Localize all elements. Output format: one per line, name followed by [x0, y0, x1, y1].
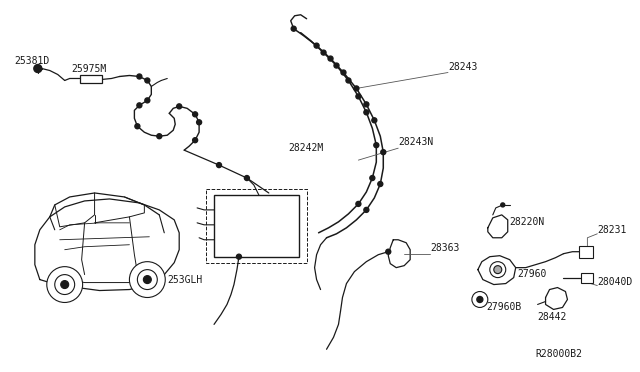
Circle shape	[378, 182, 383, 186]
FancyBboxPatch shape	[581, 273, 593, 283]
Text: 28231: 28231	[597, 225, 627, 235]
Circle shape	[356, 94, 361, 99]
Text: R28000B2: R28000B2	[536, 349, 582, 359]
Circle shape	[236, 254, 241, 259]
Circle shape	[364, 110, 369, 115]
Circle shape	[334, 63, 339, 68]
Text: 253GLH: 253GLH	[167, 275, 202, 285]
Circle shape	[34, 65, 42, 73]
Circle shape	[244, 176, 250, 180]
Circle shape	[196, 120, 202, 125]
Circle shape	[356, 201, 361, 206]
Circle shape	[145, 78, 150, 83]
Circle shape	[364, 102, 369, 107]
Circle shape	[500, 203, 505, 207]
Circle shape	[364, 208, 369, 212]
Circle shape	[145, 98, 150, 103]
Circle shape	[61, 280, 68, 289]
Circle shape	[216, 163, 221, 167]
FancyBboxPatch shape	[579, 246, 593, 258]
Circle shape	[314, 43, 319, 48]
Text: 25975M: 25975M	[72, 64, 107, 74]
FancyBboxPatch shape	[79, 76, 102, 83]
Circle shape	[138, 270, 157, 289]
Circle shape	[177, 104, 182, 109]
Circle shape	[193, 112, 198, 117]
Circle shape	[137, 103, 142, 108]
Circle shape	[477, 296, 483, 302]
Text: 25381D: 25381D	[14, 55, 49, 65]
Circle shape	[381, 150, 386, 155]
Text: 27960B: 27960B	[486, 302, 521, 312]
Text: 28220N: 28220N	[509, 217, 545, 227]
Circle shape	[291, 26, 296, 31]
Circle shape	[372, 118, 377, 123]
Circle shape	[137, 74, 142, 79]
Circle shape	[143, 276, 151, 283]
Circle shape	[386, 249, 391, 254]
Circle shape	[494, 266, 502, 274]
Circle shape	[370, 176, 375, 180]
Circle shape	[490, 262, 506, 278]
Circle shape	[472, 292, 488, 307]
Text: 28243: 28243	[448, 61, 477, 71]
Circle shape	[354, 86, 359, 91]
Circle shape	[341, 70, 346, 75]
Text: 28242M: 28242M	[289, 143, 324, 153]
Text: 27960: 27960	[518, 269, 547, 279]
Circle shape	[129, 262, 165, 298]
Circle shape	[47, 267, 83, 302]
Text: 28040D: 28040D	[597, 276, 632, 286]
Text: 28243N: 28243N	[398, 137, 433, 147]
Circle shape	[55, 275, 75, 295]
Circle shape	[193, 138, 198, 143]
Circle shape	[346, 78, 351, 83]
FancyBboxPatch shape	[214, 195, 299, 257]
Text: 28363: 28363	[430, 243, 460, 253]
Circle shape	[157, 134, 162, 139]
Circle shape	[135, 124, 140, 129]
Circle shape	[321, 50, 326, 55]
Text: 28442: 28442	[538, 312, 567, 323]
Circle shape	[328, 56, 333, 61]
Circle shape	[374, 143, 379, 148]
